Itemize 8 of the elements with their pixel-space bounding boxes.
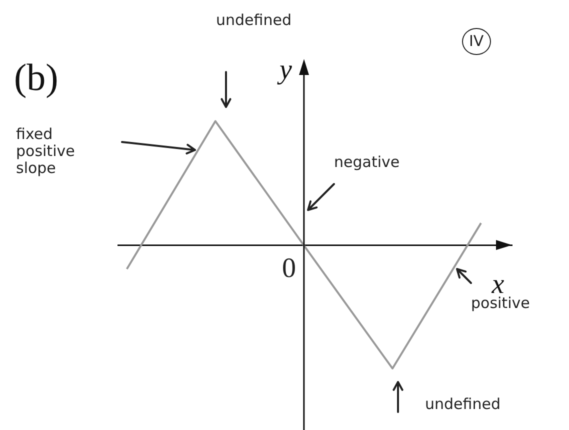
text: undefined [425, 395, 500, 413]
annotation: negative [334, 153, 400, 171]
text: fixed positive slope [16, 125, 76, 177]
text: IV [462, 28, 491, 55]
annotation: 0 [282, 253, 296, 284]
y-axis-title: y [276, 54, 292, 86]
chart-title: (b) [14, 56, 58, 99]
text: undefined [216, 11, 292, 29]
